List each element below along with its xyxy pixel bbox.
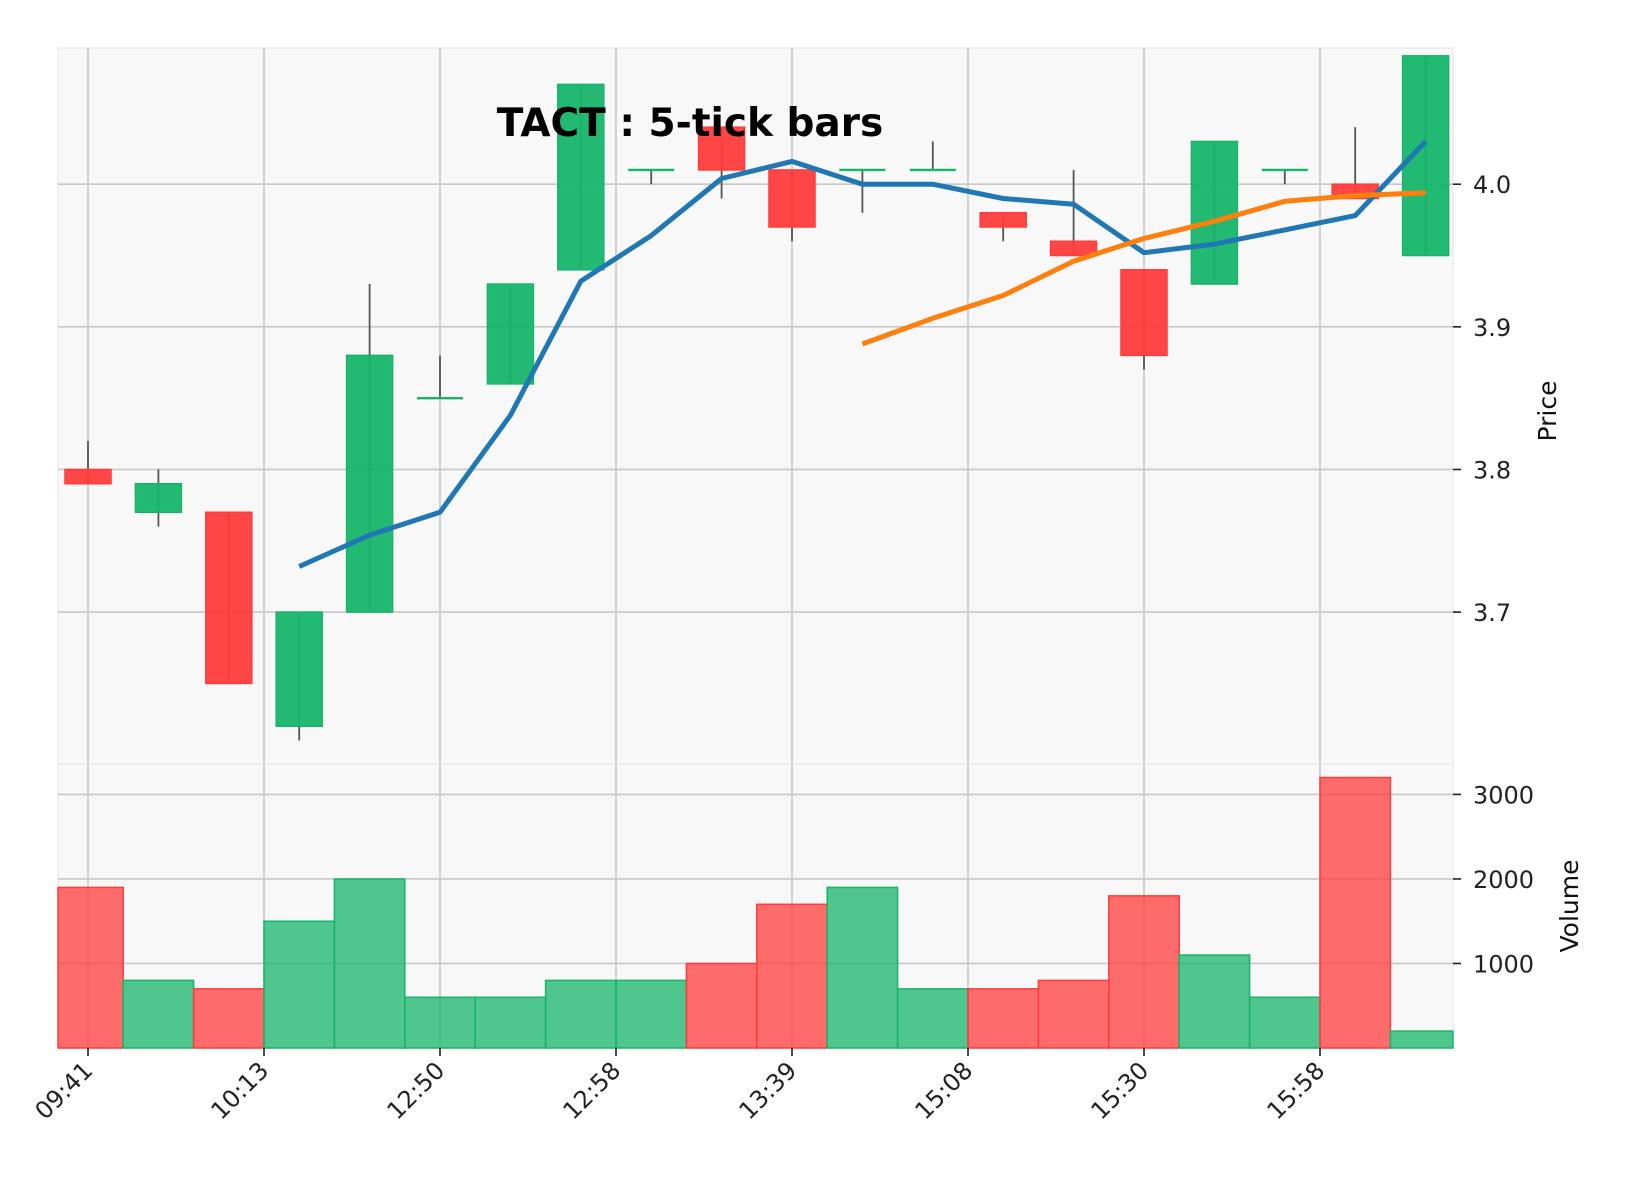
volume-bar bbox=[756, 903, 828, 1049]
volume-bar bbox=[192, 988, 265, 1049]
x-tick-label: 15:30 bbox=[1086, 1056, 1155, 1125]
candle-body bbox=[557, 83, 605, 271]
volume-bar bbox=[1178, 954, 1251, 1049]
volume-bar bbox=[685, 962, 758, 1049]
volume-axis-label: Volume bbox=[1555, 860, 1584, 953]
candle-body bbox=[486, 283, 535, 385]
candle-body bbox=[979, 211, 1027, 228]
candle-body bbox=[345, 354, 394, 613]
price-panel-background bbox=[57, 47, 1454, 765]
moving-average-line bbox=[298, 139, 1428, 569]
x-tick-label: 10:13 bbox=[206, 1056, 275, 1125]
volume-bar bbox=[896, 988, 969, 1049]
volume-bar bbox=[544, 979, 617, 1049]
candle-body bbox=[697, 126, 746, 171]
moving-average-line bbox=[861, 190, 1426, 347]
price-tick-label: 3.8 bbox=[1473, 456, 1511, 484]
x-tick-label: 12:50 bbox=[382, 1056, 451, 1125]
x-tick-label: 09:41 bbox=[30, 1056, 99, 1125]
x-tick-label: 12:58 bbox=[558, 1056, 627, 1125]
candle-body bbox=[1049, 240, 1098, 257]
candle-body bbox=[64, 468, 112, 485]
volume-bar bbox=[1108, 895, 1180, 1049]
price-tick-label: 3.9 bbox=[1473, 314, 1511, 342]
moving-average-lines bbox=[298, 139, 1428, 569]
volume-bar bbox=[474, 996, 547, 1049]
volume-bar bbox=[1248, 996, 1321, 1049]
volume-tick-label: 1000 bbox=[1473, 950, 1534, 978]
x-tick-label: 15:58 bbox=[1262, 1056, 1331, 1125]
volume-bar bbox=[263, 920, 336, 1049]
volume-bar bbox=[333, 878, 406, 1049]
candle-body bbox=[1120, 269, 1168, 357]
volume-bar bbox=[1389, 1030, 1454, 1049]
candle-body bbox=[768, 169, 816, 228]
volume-tick-label: 2000 bbox=[1473, 866, 1534, 894]
volume-bar bbox=[967, 988, 1040, 1049]
volume-bar bbox=[615, 979, 688, 1049]
chart-title: TACT : 5-tick bars bbox=[497, 101, 883, 146]
x-tick-label: 13:39 bbox=[734, 1056, 803, 1125]
volume-tick-label: 3000 bbox=[1473, 781, 1534, 809]
volume-bar bbox=[404, 996, 476, 1049]
candle-body bbox=[1190, 140, 1239, 285]
volume-bars bbox=[57, 776, 1454, 1049]
x-tick-label: 15:08 bbox=[910, 1056, 979, 1125]
candle-body bbox=[134, 482, 183, 514]
price-tick-label: 3.7 bbox=[1473, 599, 1511, 627]
candle-body bbox=[205, 511, 253, 685]
volume-bar bbox=[122, 979, 195, 1049]
price-axis-label: Price bbox=[1533, 381, 1562, 442]
candle-body bbox=[275, 611, 323, 727]
price-tick-label: 4.0 bbox=[1473, 171, 1511, 199]
volume-bar bbox=[57, 886, 124, 1049]
volume-bar bbox=[1037, 979, 1110, 1049]
volume-bar bbox=[1319, 776, 1392, 1049]
candles bbox=[64, 55, 1450, 741]
volume-bar bbox=[826, 886, 899, 1049]
